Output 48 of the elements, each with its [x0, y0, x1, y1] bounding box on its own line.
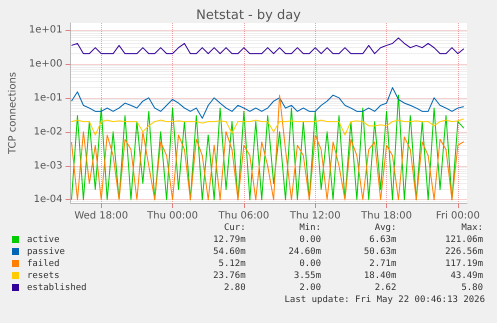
x-tick-label: Wed 18:00	[74, 210, 128, 222]
text: 3.55m	[292, 270, 322, 282]
x-tick-label: Thu 12:00	[288, 210, 341, 222]
text: 5.80	[460, 282, 484, 294]
text: Avg:	[374, 222, 398, 234]
y-axis-title: TCP connections	[8, 72, 18, 156]
text: Last update: Fri May 22 00:46:13 2026	[284, 295, 485, 305]
y-tick-label: 1e-04	[34, 194, 63, 206]
line-series	[71, 94, 464, 200]
chart-title: Netstat - by day	[196, 8, 302, 23]
text: 6.63m	[368, 234, 398, 246]
text: 0.00	[298, 258, 322, 270]
x-tick-label: Thu 18:00	[360, 210, 412, 222]
y-tick-label: 1e+00	[28, 58, 63, 70]
x-tick-label: Thu 06:00	[218, 210, 270, 222]
y-tick-label: 1e-03	[34, 160, 63, 172]
y-tick-label: 1e-02	[34, 126, 63, 138]
text: 121.06m	[444, 234, 484, 246]
text: 2.71m	[368, 258, 398, 270]
x-tick-label: Fri 00:00	[436, 210, 480, 222]
text: 2.00	[298, 282, 322, 294]
text: 23.76m	[212, 270, 247, 282]
text: Max:	[460, 222, 484, 234]
text: 43.49m	[449, 270, 484, 282]
legend-label: failed	[26, 258, 61, 270]
text: 226.56m	[444, 246, 484, 258]
line-series	[71, 87, 464, 119]
line-series	[71, 37, 464, 54]
text: 2.80	[222, 282, 247, 294]
line-series	[71, 118, 464, 136]
legend-label: resets	[26, 270, 61, 282]
text: 54.60m	[212, 246, 247, 258]
legend-label: established	[26, 282, 88, 294]
text: 24.60m	[288, 246, 322, 258]
text: Min:	[298, 222, 322, 234]
y-tick-label: 1e-01	[34, 92, 63, 104]
text: 12.79m	[212, 234, 247, 246]
text: Cur:	[222, 222, 247, 234]
text: 2.62	[374, 282, 398, 294]
text: 50.63m	[362, 246, 398, 258]
legend-label: passive	[26, 246, 66, 258]
text: 18.40m	[362, 270, 398, 282]
x-tick-label: Thu 00:00	[146, 210, 198, 222]
y-tick-label: 1e+01	[28, 24, 63, 36]
text: 0.00	[298, 234, 322, 246]
text: 117.19m	[444, 258, 484, 270]
text: 5.12m	[218, 258, 247, 270]
legend-label: active	[26, 234, 61, 246]
